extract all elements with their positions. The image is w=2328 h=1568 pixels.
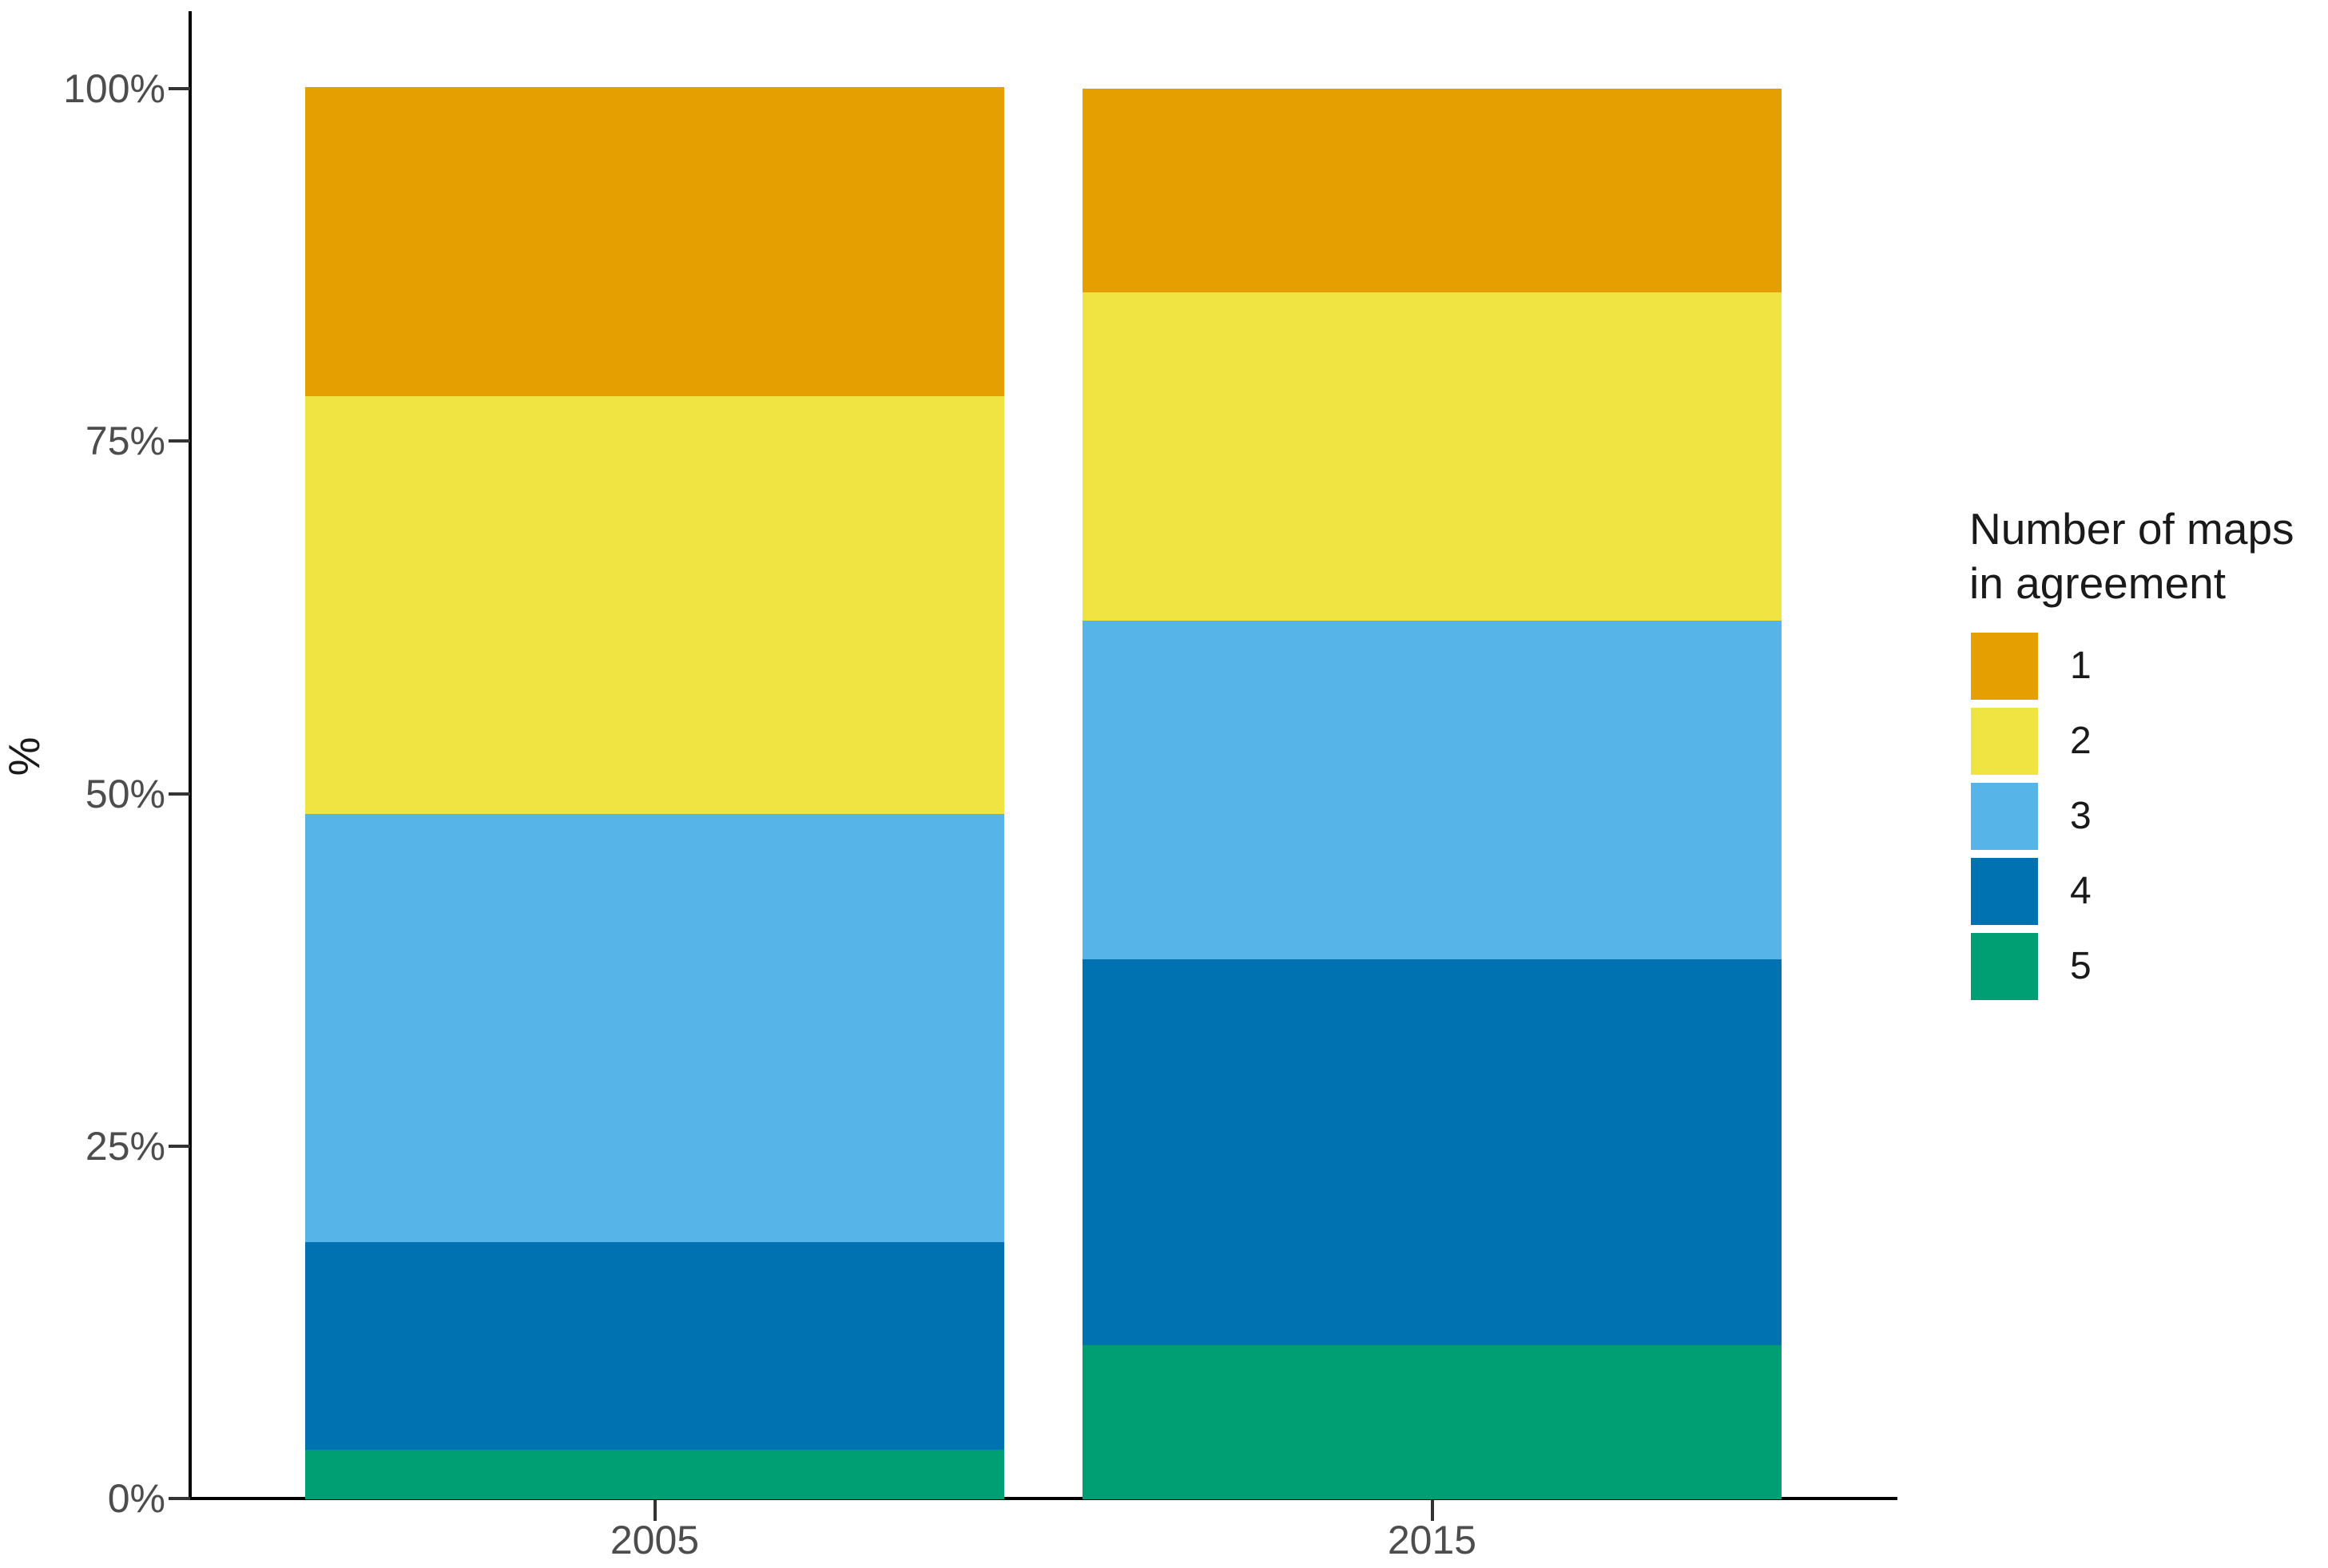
legend-swatch-1 — [1971, 633, 2038, 700]
bar-2015-segment-2 — [1083, 292, 1782, 621]
y-tick-label-0: 0% — [107, 1476, 165, 1521]
legend-label-4: 4 — [2070, 870, 2092, 912]
legend-swatch-5 — [1971, 933, 2038, 1000]
bar-2015-segment-5 — [1083, 1344, 1782, 1499]
y-tick-mark-100 — [169, 87, 190, 90]
legend-items: 1 2 3 4 5 — [1969, 633, 2328, 1008]
legend-label-5: 5 — [2070, 945, 2092, 987]
bar-2015-segment-4 — [1083, 959, 1782, 1346]
legend-label-3: 3 — [2070, 795, 2092, 837]
bar-2005-segment-4 — [305, 1241, 1004, 1450]
bar-2015-segment-1 — [1083, 89, 1782, 292]
y-tick-mark-75 — [169, 439, 190, 443]
legend-title-line-1: Number of maps — [1969, 504, 2294, 554]
legend-label-2: 2 — [2070, 720, 2092, 762]
y-tick-label-25: 25% — [85, 1123, 165, 1169]
y-tick-mark-25 — [169, 1144, 190, 1148]
legend-label-1: 1 — [2070, 645, 2092, 687]
y-tick-label-75: 75% — [85, 419, 165, 464]
y-tick-mark-50 — [169, 792, 190, 796]
bar-2005-segment-2 — [305, 395, 1004, 814]
y-tick-label-50: 50% — [85, 771, 165, 816]
bar-2005-segment-3 — [305, 813, 1004, 1243]
y-axis-line — [189, 11, 192, 1500]
bar-2015-segment-3 — [1083, 620, 1782, 959]
bar-2005-segment-1 — [305, 87, 1004, 397]
bar-2005-segment-5 — [305, 1449, 1004, 1499]
y-tick-label-100: 100% — [63, 66, 165, 111]
x-tick-label-2015: 2015 — [1387, 1518, 1477, 1562]
legend-swatch-3 — [1971, 783, 2038, 850]
legend: Number of maps in agreement 1 2 3 4 5 — [1969, 502, 2328, 1008]
y-tick-mark-0 — [169, 1497, 190, 1500]
x-tick-mark-2005 — [653, 1500, 657, 1521]
legend-title-line-2: in agreement — [1969, 558, 2227, 608]
x-axis-line — [189, 1497, 1897, 1500]
legend-swatch-4 — [1971, 858, 2038, 925]
x-tick-mark-2015 — [1430, 1500, 1434, 1521]
legend-title: Number of maps in agreement — [1969, 502, 2328, 610]
x-tick-label-2005: 2005 — [610, 1518, 700, 1562]
legend-swatch-2 — [1971, 708, 2038, 775]
